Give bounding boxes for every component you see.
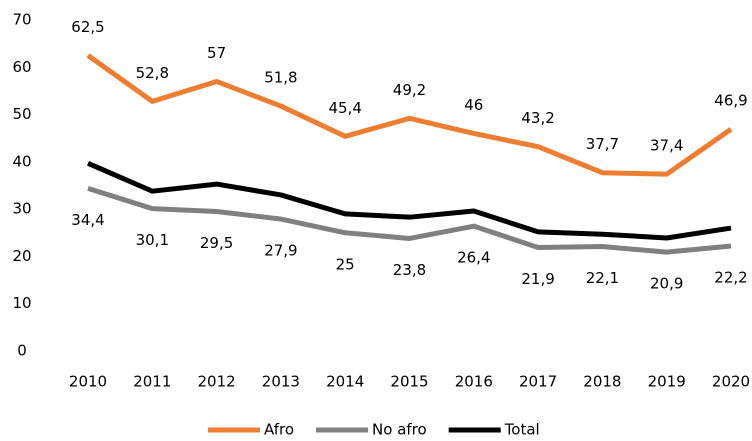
series-line [87,160,732,241]
y-tick-label: 60 [12,58,31,76]
series-line [87,185,732,255]
data-label: 22,2 [714,269,747,287]
data-label: 62,5 [71,18,104,36]
x-tick-label: 2013 [262,373,300,391]
data-label: 57 [207,44,226,62]
x-tick-label: 2016 [455,373,493,391]
data-label: 46,9 [714,92,747,110]
y-tick-label: 40 [12,152,31,170]
data-label: 37,7 [586,135,619,153]
y-tick-label: 70 [12,11,31,29]
x-tick-label: 2014 [326,373,364,391]
y-tick-label: 30 [12,200,31,218]
legend-label: Afro [264,421,294,439]
x-tick-label: 2015 [390,373,428,391]
x-tick-label: 2011 [133,373,171,391]
x-tick-label: 2012 [198,373,236,391]
x-tick-label: 2019 [648,373,686,391]
y-tick-label: 50 [12,105,31,123]
x-tick-label: 2020 [712,373,750,391]
data-label: 45,4 [328,99,361,117]
data-label: 37,4 [650,137,683,155]
y-tick-label: 20 [12,247,31,265]
data-label: 51,8 [264,69,297,87]
data-label: 25 [336,255,355,273]
x-tick-label: 2018 [583,373,621,391]
y-tick-label: 0 [17,342,27,360]
data-label: 30,1 [136,231,169,249]
data-label: 22,1 [586,269,619,287]
data-label: 21,9 [521,270,554,288]
series-line [86,53,733,177]
data-label: 27,9 [264,242,297,260]
data-label: 43,2 [521,109,554,127]
data-label: 46 [464,96,483,114]
data-label: 29,5 [200,234,233,252]
data-label: 23,8 [393,261,426,279]
data-label: 49,2 [393,81,426,99]
y-tick-label: 10 [12,294,31,312]
data-label: 52,8 [136,64,169,82]
data-label: 26,4 [457,249,490,267]
data-label: 34,4 [71,211,104,229]
x-tick-label: 2017 [519,373,557,391]
legend-label: Total [504,421,540,439]
x-tick-label: 2010 [69,373,107,391]
legend-label: No afro [372,421,427,439]
data-label: 20,9 [650,275,683,293]
